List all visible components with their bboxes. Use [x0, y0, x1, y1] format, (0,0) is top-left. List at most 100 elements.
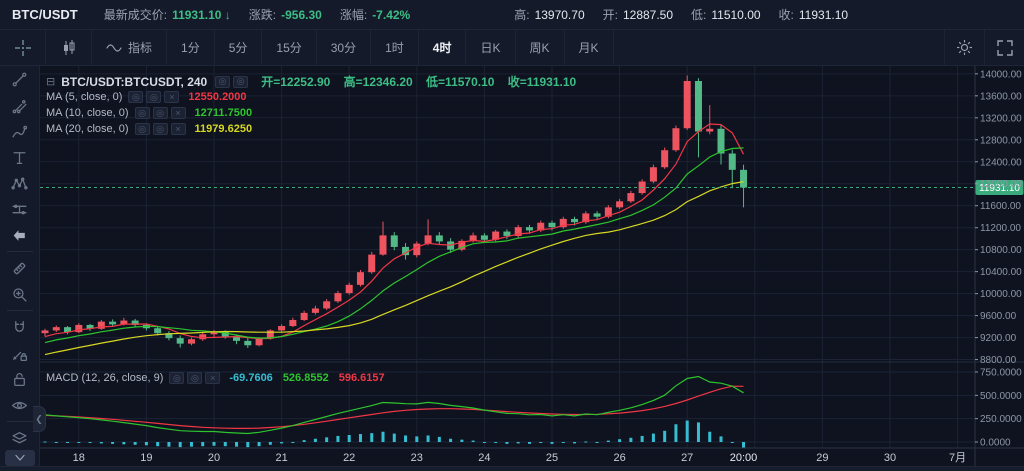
- ma20-delete-button[interactable]: ×: [170, 123, 186, 135]
- close-label: 收:: [778, 8, 794, 22]
- xabcd-pattern-tool[interactable]: [0, 170, 40, 196]
- crosshair-button[interactable]: [0, 30, 46, 65]
- svg-text:12800.00: 12800.00: [980, 135, 1022, 146]
- position-tool[interactable]: [0, 196, 40, 222]
- svg-text:24: 24: [478, 452, 490, 464]
- svg-text:500.0000: 500.0000: [980, 391, 1022, 402]
- interval-button-月K[interactable]: 月K: [565, 30, 614, 65]
- symbol-title: BTC/USDT: [12, 7, 78, 22]
- ma5-delete-button[interactable]: ×: [164, 91, 180, 103]
- object-tree-button[interactable]: [0, 425, 40, 451]
- ma10-visibility-button[interactable]: ◎: [134, 107, 150, 119]
- legend-open: 开=12252.90: [261, 75, 331, 89]
- change-label: 涨跌:: [248, 8, 277, 22]
- fullscreen-icon: [996, 39, 1013, 56]
- interval-button-日K[interactable]: 日K: [466, 30, 516, 65]
- ma10-delete-button[interactable]: ×: [170, 107, 186, 119]
- chevron-down-icon: [15, 454, 25, 461]
- fullscreen-button[interactable]: [984, 30, 1024, 65]
- open-value: 12887.50: [622, 7, 674, 22]
- timeframe-collapse-button[interactable]: [5, 450, 35, 466]
- svg-text:23: 23: [411, 452, 423, 464]
- indicator-button[interactable]: 指标: [92, 30, 168, 65]
- measure-tool[interactable]: [0, 255, 40, 281]
- macd-settings-button[interactable]: ◎: [187, 372, 203, 384]
- svg-text:7月: 7月: [949, 452, 966, 464]
- chart-toolbar: 指标 1分 5分 15分 30分 1时 4时 日K 周K 月K: [0, 30, 1024, 66]
- svg-text:25: 25: [546, 452, 558, 464]
- zoom-in-tool[interactable]: [0, 281, 40, 307]
- macd-dif-value: 526.8552: [282, 372, 329, 384]
- pitchfork-tool[interactable]: [0, 92, 40, 118]
- series-visibility-button[interactable]: ◎: [215, 75, 231, 88]
- panel-collapse-tab[interactable]: ❮: [33, 406, 46, 432]
- last-price-value: 11931.10 ↓: [172, 7, 231, 22]
- pitchfork-icon: [12, 99, 27, 113]
- macd-delete-button[interactable]: ×: [205, 372, 221, 384]
- drawing-tools-sidebar: [0, 66, 40, 471]
- svg-text:8800.00: 8800.00: [980, 355, 1017, 366]
- svg-text:10000.00: 10000.00: [980, 289, 1022, 300]
- hide-drawings-button[interactable]: [0, 222, 40, 248]
- drawing-lock-button[interactable]: [0, 340, 40, 366]
- draw-lock-icon: [13, 351, 28, 361]
- ma5-visibility-button[interactable]: ◎: [128, 91, 144, 103]
- high-value: 13970.70: [534, 7, 585, 22]
- interval-button-4时[interactable]: 4时: [419, 30, 467, 65]
- close-value: 11931.10: [798, 7, 849, 22]
- svg-text:30: 30: [884, 452, 896, 464]
- interval-button-5分[interactable]: 5分: [215, 30, 263, 65]
- interval-button-1分[interactable]: 1分: [167, 30, 215, 65]
- ma20-label: MA (20, close, 0): [46, 123, 129, 135]
- trend-line-tool[interactable]: [0, 66, 40, 92]
- svg-text:13600.00: 13600.00: [980, 91, 1022, 102]
- candle-style-button[interactable]: [46, 30, 92, 65]
- sidebar-divider: [6, 251, 33, 252]
- lock-icon: [14, 372, 25, 386]
- svg-text:10400.00: 10400.00: [980, 267, 1022, 278]
- macd-visibility-button[interactable]: ◎: [169, 372, 185, 384]
- xabcd-pattern-icon: [11, 177, 28, 189]
- layers-icon: [12, 431, 27, 443]
- brush-icon: [12, 125, 28, 137]
- hide-all-button[interactable]: [0, 392, 40, 418]
- toolbar-spacer: [614, 30, 944, 65]
- interval-button-15分[interactable]: 15分: [262, 30, 317, 65]
- svg-text:0.0000: 0.0000: [980, 438, 1011, 449]
- series-title: BTC/USDT:BTCUSDT, 240: [61, 74, 208, 89]
- ma20-buttons: ◎ ◎ ×: [134, 123, 189, 135]
- indicator-wave-icon: [106, 42, 122, 54]
- magnet-icon: [15, 320, 24, 332]
- lock-all-button[interactable]: [0, 366, 40, 392]
- magnet-mode-button[interactable]: [0, 314, 40, 340]
- ma20-legend: MA (20, close, 0) ◎ ◎ × 11979.6250: [46, 123, 262, 135]
- chart-canvas[interactable]: 11931.10 14000.00 13600.00 13200.00 12800.00…: [40, 66, 1024, 466]
- svg-text:10800.00: 10800.00: [980, 245, 1022, 256]
- price-down-arrow-icon: ↓: [224, 7, 231, 22]
- brush-tool[interactable]: [0, 118, 40, 144]
- ma10-label: MA (10, close, 0): [46, 107, 129, 119]
- ma5-settings-button[interactable]: ◎: [146, 91, 162, 103]
- interval-button-1时[interactable]: 1时: [371, 30, 419, 65]
- ma10-settings-button[interactable]: ◎: [152, 107, 168, 119]
- legend-collapse-icon[interactable]: ⊟: [46, 76, 56, 88]
- ma20-settings-button[interactable]: ◎: [152, 123, 168, 135]
- change-value: -956.30: [281, 7, 322, 22]
- svg-text:21: 21: [275, 452, 287, 464]
- bottom-edge: [0, 466, 1024, 471]
- legend-ohlc: 开=12252.90 高=12346.20 低=11570.10 收=11931…: [251, 73, 576, 90]
- legend-low: 低=11570.10: [426, 75, 495, 89]
- svg-text:19: 19: [140, 452, 152, 464]
- text-tool[interactable]: [0, 144, 40, 170]
- change-pct-label: 涨幅:: [339, 8, 368, 22]
- macd-hist-value: -69.7606: [229, 372, 273, 384]
- ma20-visibility-button[interactable]: ◎: [134, 123, 150, 135]
- interval-button-周K[interactable]: 周K: [516, 30, 565, 65]
- change-pct-value: -7.42%: [372, 7, 411, 22]
- ma5-legend: MA (5, close, 0) ◎ ◎ × 12550.2000: [46, 91, 257, 103]
- series-settings-button[interactable]: ◎: [233, 75, 249, 88]
- gear-icon: [957, 40, 972, 55]
- interval-button-30分[interactable]: 30分: [317, 30, 372, 65]
- settings-button[interactable]: [944, 30, 984, 65]
